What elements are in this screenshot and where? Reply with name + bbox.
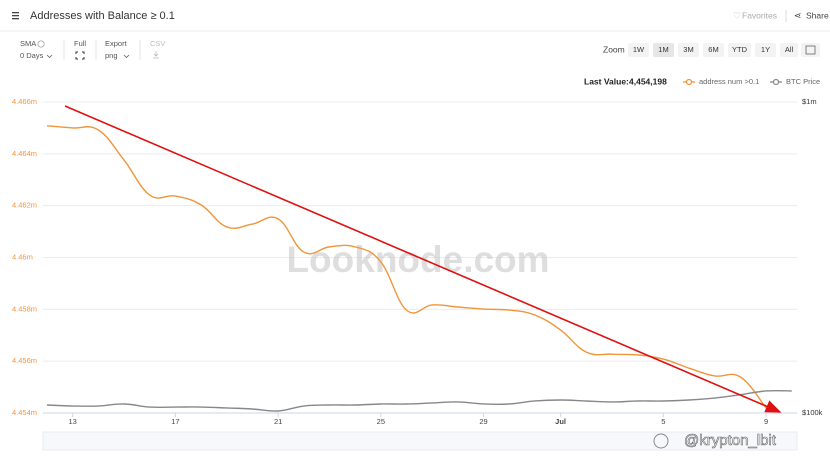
zoom-button[interactable] <box>628 43 649 57</box>
zoom-label: Zoom <box>603 44 625 54</box>
y-tick-label: 4.464m <box>12 149 37 158</box>
y-tick-label: 4.456m <box>12 356 37 365</box>
page-title: Addresses with Balance ≥ 0.1 <box>30 10 175 22</box>
x-tick-label: 29 <box>479 417 487 426</box>
y-tick-label: 4.46m <box>12 252 33 261</box>
legend-label[interactable]: address num >0.1 <box>699 77 759 86</box>
zoom-button-label[interactable]: 1W <box>633 45 645 54</box>
dropdown-icon <box>46 54 53 59</box>
full-label: Full <box>74 39 86 48</box>
legend-marker <box>772 78 780 86</box>
x-tick-label: Jul <box>555 417 566 426</box>
zoom-button[interactable] <box>703 43 724 57</box>
zoom-button-label[interactable]: 1Y <box>761 45 770 54</box>
zoom-button-label[interactable]: 6M <box>708 45 718 54</box>
zoom-button[interactable] <box>728 43 751 57</box>
legend-marker <box>685 78 693 86</box>
zoom-button-label[interactable]: YTD <box>732 45 748 54</box>
x-tick-label: 13 <box>69 417 77 426</box>
y-tick-label: 4.454m <box>12 408 37 417</box>
trend-arrow <box>64 105 782 413</box>
share-button[interactable]: Share <box>806 10 829 20</box>
x-tick-label: 25 <box>377 417 385 426</box>
y-tick-label: 4.458m <box>12 304 37 313</box>
calendar-icon[interactable] <box>801 43 820 57</box>
download-icon <box>153 51 159 59</box>
share-icon[interactable]: ⋖ <box>794 10 802 20</box>
y2-tick-label: $1m <box>802 97 817 106</box>
y-tick-label: 4.466m <box>12 97 37 106</box>
export-select[interactable]: png <box>105 51 118 60</box>
dropdown-icon <box>123 54 130 59</box>
x-tick-label: 17 <box>171 417 179 426</box>
favorites-button[interactable]: Favorites <box>742 10 777 20</box>
last-value: 4,454,198 <box>629 76 667 86</box>
credit-icon <box>653 433 669 449</box>
credit: @krypton_lbit <box>684 432 777 449</box>
export-label: Export <box>105 39 128 48</box>
zoom-button[interactable] <box>653 43 674 57</box>
zoom-button-label[interactable]: All <box>785 45 794 54</box>
x-tick-label: 9 <box>764 417 768 426</box>
series-line <box>46 125 767 409</box>
csv-label[interactable]: CSV <box>150 39 165 48</box>
sma-label: SMA <box>20 39 36 48</box>
menu-icon[interactable] <box>12 12 19 20</box>
heart-icon[interactable]: ♡ <box>733 10 741 20</box>
y-tick-label: 4.462m <box>12 201 37 210</box>
x-tick-label: 21 <box>274 417 282 426</box>
fullscreen-icon[interactable] <box>75 51 85 60</box>
zoom-button-label[interactable]: 3M <box>683 45 693 54</box>
legend-label[interactable]: BTC Price <box>786 77 820 86</box>
x-tick-label: 5 <box>661 417 665 426</box>
last-value-label: Last Value: <box>584 76 629 86</box>
watermark: Looknode.com <box>286 239 549 280</box>
info-icon <box>37 40 45 48</box>
zoom-button[interactable] <box>780 43 798 57</box>
sma-select[interactable]: 0 Days <box>20 51 44 60</box>
zoom-button-label[interactable]: 1M <box>658 45 668 54</box>
zoom-button[interactable] <box>678 43 699 57</box>
y2-tick-label: $100k <box>802 408 823 417</box>
navigator[interactable] <box>42 431 798 451</box>
series-line <box>46 389 792 412</box>
zoom-button[interactable] <box>755 43 776 57</box>
